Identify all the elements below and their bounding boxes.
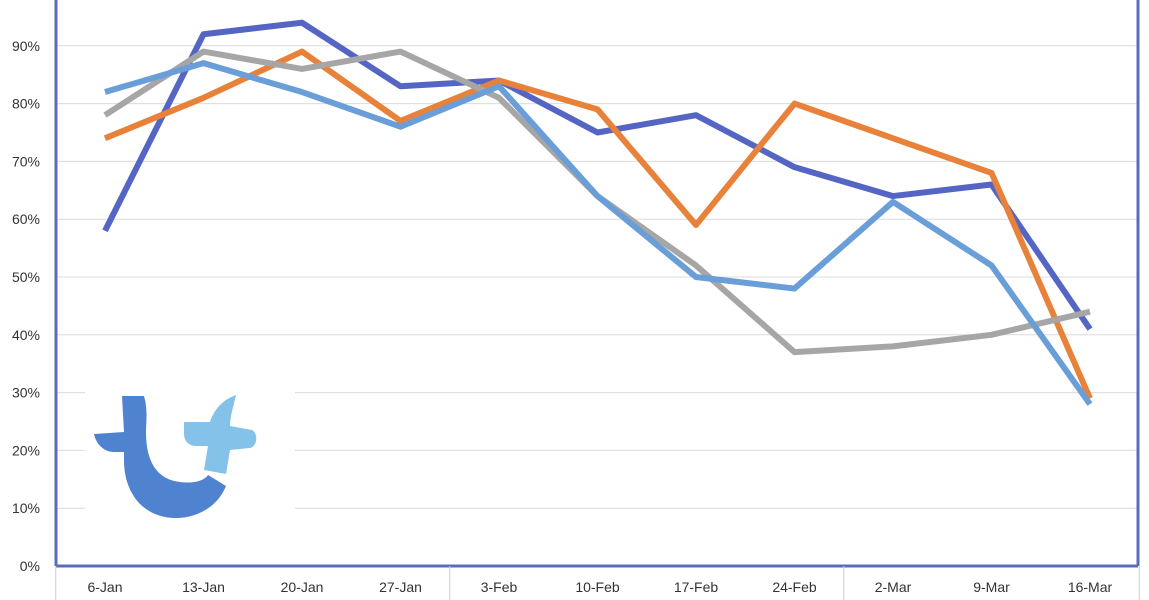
y-tick-label: 80%	[12, 96, 40, 112]
plot-frame	[54, 0, 1140, 600]
y-axis-ticks: 0% 10% 20% 30% 40% 50% 60% 70% 80% 90%	[12, 38, 40, 574]
x-tick-label: 6-Jan	[87, 579, 122, 595]
series-points-2	[104, 51, 1091, 399]
x-tick-label: 20-Jan	[281, 579, 324, 595]
x-tick-label: 10-Feb	[575, 579, 620, 595]
series-points-3	[104, 51, 1091, 353]
y-tick-label: 30%	[12, 385, 40, 401]
y-tick-label: 40%	[12, 327, 40, 343]
tt-logo	[85, 385, 295, 525]
x-tick-label: 9-Mar	[973, 579, 1010, 595]
y-tick-label: 60%	[12, 211, 40, 227]
series-points-1	[104, 22, 1091, 330]
series-line-3	[103, 48, 1091, 356]
series-lines	[102, 19, 1093, 406]
logo-light-letter	[184, 395, 257, 474]
y-tick-label: 70%	[12, 153, 40, 169]
y-tick-label: 50%	[12, 269, 40, 285]
y-tick-label: 10%	[12, 500, 40, 516]
y-tick-label: 20%	[12, 442, 40, 458]
x-tick-label: 13-Jan	[182, 579, 225, 595]
x-tick-label: 3-Feb	[481, 579, 518, 595]
series-line-4	[104, 60, 1093, 406]
logo-dark-shape	[94, 396, 226, 518]
series-line-1	[102, 19, 1093, 331]
y-tick-label: 90%	[12, 38, 40, 54]
x-tick-label: 2-Mar	[875, 579, 912, 595]
x-axis-ticks: 6-Jan 13-Jan 20-Jan 27-Jan 3-Feb 10-Feb 17-Feb…	[87, 579, 1112, 595]
x-tick-label: 27-Jan	[379, 579, 422, 595]
x-tick-label: 24-Feb	[772, 579, 817, 595]
x-tick-label: 16-Mar	[1068, 579, 1113, 595]
logo-light-shape	[184, 395, 257, 474]
series-points-4	[104, 63, 1091, 405]
logo-dark-letter	[94, 396, 226, 518]
y-tick-label: 0%	[20, 558, 40, 574]
x-tick-label: 17-Feb	[674, 579, 719, 595]
